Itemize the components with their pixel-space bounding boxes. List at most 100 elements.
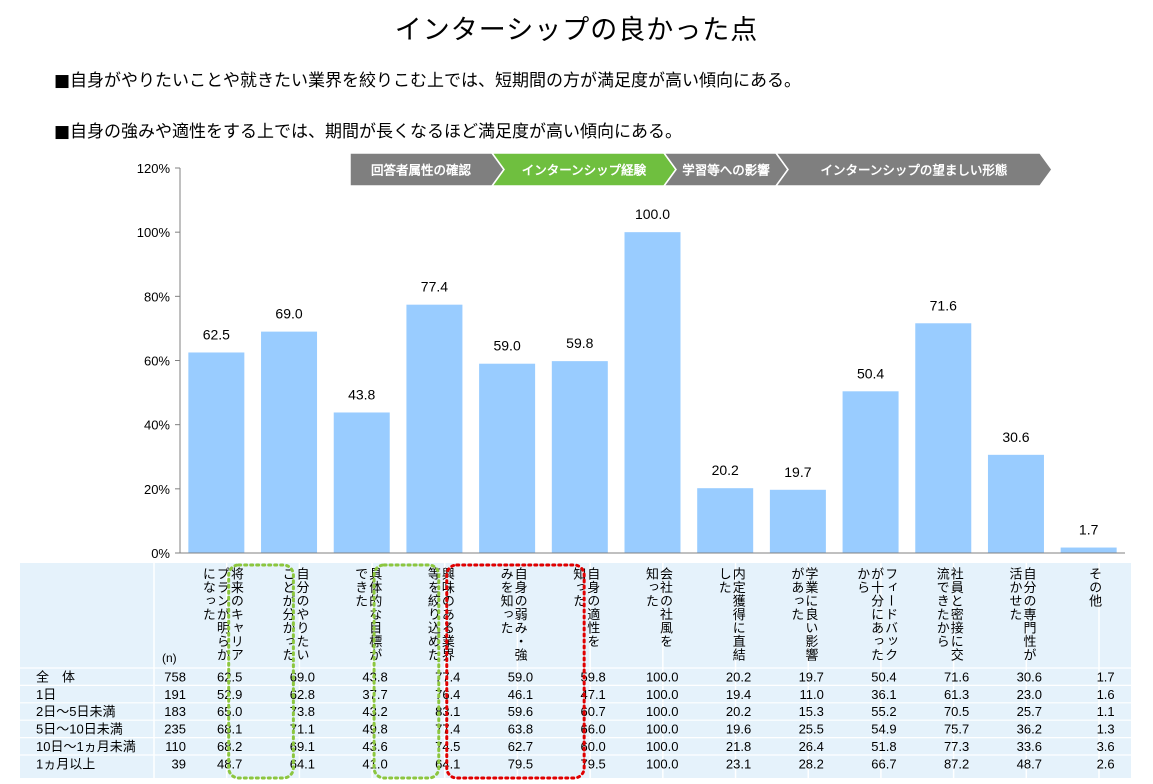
step-label-4: インターンシップの望ましい形態 [821, 163, 1008, 178]
bar-value-label: 59.0 [493, 338, 520, 354]
y-tick-label: 0% [151, 546, 170, 561]
table-cell: 28.2 [799, 756, 824, 771]
category-label: 知った [644, 566, 659, 607]
table-cell: 66.7 [871, 756, 896, 771]
table-row-n: 39 [172, 756, 186, 771]
table-cell: 20.2 [726, 669, 751, 684]
table-cell: 19.6 [726, 722, 751, 737]
step-label-3: 学習等への影響 [682, 163, 770, 178]
table-row-label: 10日～1ヵ月未満 [36, 739, 136, 754]
category-label: 自分の専門性が [1021, 567, 1036, 662]
y-tick-label: 80% [144, 289, 170, 304]
table-cell: 41.0 [362, 756, 387, 771]
category-label: 内定獲得に直結 [731, 566, 746, 661]
category-label: 学業に良い影響 [803, 566, 818, 661]
table-row-n: 183 [164, 704, 186, 719]
table-cell: 100.0 [646, 687, 679, 702]
y-tick-label: 20% [144, 482, 170, 497]
table-cell: 33.6 [1017, 739, 1042, 754]
table-cell: 23.0 [1017, 687, 1042, 702]
table-row-label: 2日～5日未満 [36, 704, 115, 719]
category-label: できた [353, 567, 368, 608]
bar-value-label: 69.0 [275, 306, 302, 322]
summary-point-1: ■自身がやりたいことや就きたい業界を絞りこむ上では、短期間の方が満足度が高い傾向… [54, 71, 802, 91]
table-cell: 59.8 [580, 669, 605, 684]
table-cell: 100.0 [646, 722, 679, 737]
table-cell: 25.5 [799, 722, 824, 737]
category-label: 自身の適性を [585, 567, 600, 648]
table-row-n: 235 [164, 722, 186, 737]
bar [479, 363, 536, 553]
table-cell: 87.2 [944, 756, 969, 771]
bar-value-label: 71.6 [930, 297, 957, 313]
step-label-2: インターンシップ経験 [522, 163, 647, 178]
table-cell: 30.6 [1017, 669, 1042, 684]
table-cell: 61.3 [944, 687, 969, 702]
category-label: が十分にあった [869, 567, 884, 662]
bar-value-label: 30.6 [1002, 429, 1029, 445]
category-label: 将来のキャリア [229, 567, 244, 662]
category-label: 自分のやりたい [295, 567, 310, 662]
table-cell: 79.5 [508, 756, 533, 771]
table-cell: 26.4 [799, 739, 824, 754]
table-cell: 100.0 [646, 669, 679, 684]
table-row-label: 1ヵ月以上 [36, 756, 95, 771]
table-cell: 1.3 [1097, 722, 1115, 737]
bar [333, 412, 390, 553]
category-label: 等を絞り込めた [426, 566, 441, 661]
table-cell: 20.2 [726, 704, 751, 719]
table-cell: 15.3 [799, 704, 824, 719]
y-tick-label: 100% [137, 225, 171, 240]
highlight-box-red [445, 563, 586, 780]
table-cell: 60.0 [580, 739, 605, 754]
y-tick-label: 120% [137, 161, 171, 176]
category-label: になった [201, 567, 216, 621]
bar-value-label: 62.5 [203, 326, 230, 342]
table-cell: 62.7 [508, 739, 533, 754]
bar-value-label: 43.8 [348, 386, 375, 402]
y-tick-label: 40% [144, 418, 170, 433]
category-label: その他 [1087, 567, 1102, 608]
table-cell: 73.8 [290, 704, 315, 719]
bar [1060, 547, 1117, 553]
table-cell: 70.5 [944, 704, 969, 719]
table-cell: 2.6 [1097, 756, 1115, 771]
table-cell: 1.6 [1097, 687, 1115, 702]
table-cell: 36.1 [871, 687, 896, 702]
table-cell: 59.6 [508, 704, 533, 719]
table-cell: 55.2 [871, 704, 896, 719]
bar-value-label: 1.7 [1079, 522, 1099, 538]
table-cell: 48.7 [217, 756, 242, 771]
table-cell: 100.0 [646, 756, 679, 771]
table-cell: 23.1 [726, 756, 751, 771]
highlight-box-green [372, 563, 441, 780]
table-cell: 36.2 [1017, 722, 1042, 737]
table-cell: 66.0 [580, 722, 605, 737]
table-cell: 62.8 [290, 687, 315, 702]
table-cell: 77.4 [435, 722, 460, 737]
bar-value-label: 50.4 [857, 365, 884, 381]
bar-value-label: 100.0 [635, 206, 670, 222]
table-cell: 46.1 [508, 687, 533, 702]
bar [842, 391, 899, 553]
table-cell: 19.4 [726, 687, 751, 702]
table-cell: 21.8 [726, 739, 751, 754]
table-cell: 3.6 [1097, 739, 1115, 754]
y-tick-label: 60% [144, 354, 170, 369]
category-label: 自身の弱み・強 [513, 567, 528, 662]
table-cell: 47.1 [580, 687, 605, 702]
bar [987, 454, 1044, 553]
n-column-header: (n) [162, 651, 177, 665]
table-cell: 60.7 [580, 704, 605, 719]
table-row-label: 全 体 [36, 669, 75, 684]
bar [697, 488, 754, 553]
bar [188, 352, 245, 553]
category-label: 知った [571, 566, 586, 607]
table-cell: 50.4 [871, 669, 896, 684]
table-row-n: 758 [164, 669, 186, 684]
table-row-label: 1日 [36, 687, 56, 702]
table-cell: 1.1 [1097, 704, 1115, 719]
category-label: 社員と密接に交 [949, 566, 964, 661]
category-label: フィードバック [883, 567, 898, 662]
category-label: 会社の社風を [658, 567, 673, 648]
